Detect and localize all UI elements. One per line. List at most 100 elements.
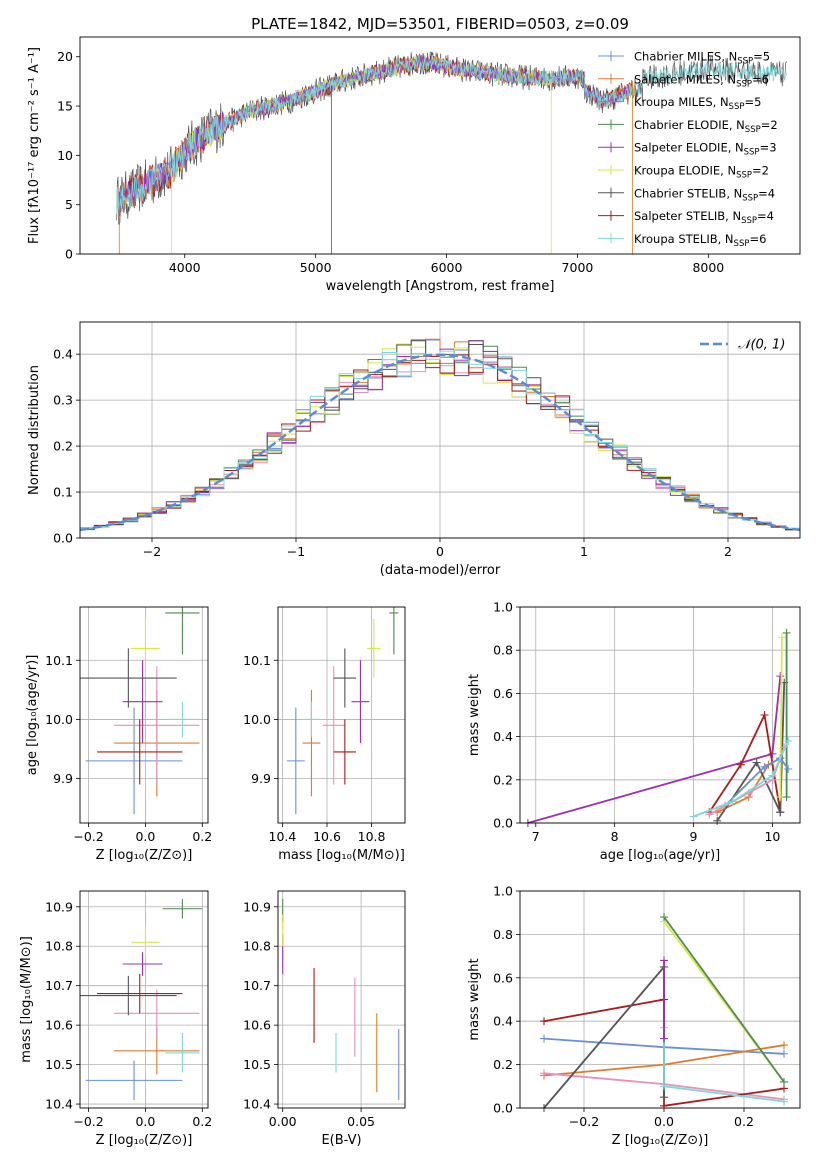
- y-tick-label: 10.6: [243, 1018, 271, 1033]
- legend-label: Chabrier ELODIE, N: [634, 118, 745, 132]
- y-tick-label: 10.7: [45, 978, 73, 993]
- x-axis-label: Z [log₁₀(Z/Z⊙)]: [96, 848, 193, 863]
- x-tick-label: −1: [287, 544, 305, 559]
- legend-label: Salpeter ELODIE, N: [634, 141, 744, 155]
- y-axis-label: Flux [fλ10⁻¹⁷ erg cm⁻² s⁻¹ A⁻¹]: [27, 47, 42, 244]
- x-tick-label: −0.2: [569, 1114, 599, 1129]
- errorbar-point: [122, 952, 163, 976]
- x-tick-label: −0.2: [73, 1114, 103, 1129]
- legend-sub: SSP: [736, 79, 752, 89]
- weight-series-krou_stelib: [693, 740, 790, 818]
- weight-series-chab_elodie: [663, 916, 785, 1083]
- x-tick-label: 0.0: [135, 829, 155, 844]
- x-tick-label: 4000: [169, 260, 201, 275]
- x-tick-label: 7000: [562, 260, 594, 275]
- x-tick-label: 1: [580, 544, 588, 559]
- errorbar-point: [162, 898, 203, 919]
- x-tick-label: 0.0: [654, 1114, 674, 1129]
- errorbar-point: [131, 926, 160, 959]
- legend-label: Kroupa ELODIE, N: [634, 164, 736, 178]
- normal-curve: [80, 353, 800, 532]
- weight-marker: [777, 633, 786, 642]
- y-tick-label: 10: [57, 148, 73, 163]
- legend-suffix: =6: [749, 232, 766, 246]
- y-tick-label: 0.8: [493, 927, 513, 942]
- legend-suffix: =6: [752, 72, 769, 86]
- weight-marker: [540, 1017, 548, 1026]
- legend-suffix: =2: [752, 164, 769, 178]
- errorbar-point: [85, 707, 183, 815]
- legend-label: Salpeter STELIB, N: [634, 209, 741, 223]
- age_vs_Z-axes: −0.2 0.0 0.2 9.9 10.0 10.1: [45, 607, 212, 844]
- weight-series-chab_stelib: [716, 682, 786, 822]
- y-tick-label: 0.3: [53, 393, 73, 408]
- y-tick-label: 10.1: [243, 653, 271, 668]
- y-tick-label: 0.6: [493, 970, 513, 985]
- legend-sub: SSP: [729, 102, 745, 112]
- x-tick-label: 0.0: [135, 1114, 155, 1129]
- legend-sub: SSP: [737, 57, 753, 67]
- y-tick-label: 10.4: [45, 1097, 73, 1112]
- age_vs_Z-frame: [79, 606, 209, 824]
- y-tick-label: 1.0: [493, 884, 513, 899]
- weight-marker: [780, 1049, 788, 1058]
- legend-suffix: =3: [760, 141, 777, 155]
- legend-label: Salpeter MILES, N: [634, 72, 736, 86]
- y-tick-label: 10.9: [243, 899, 271, 914]
- y-tick-label: 0.4: [493, 1014, 513, 1029]
- errorbar-point: [389, 607, 399, 655]
- weight-marker: [776, 672, 785, 681]
- weight-marker: [689, 812, 698, 821]
- y-tick-label: 0.0: [53, 531, 73, 546]
- weight-marker: [705, 810, 714, 819]
- weight-marker: [760, 711, 769, 719]
- spectrum-axes: 4000 5000 6000 7000 8000 0 5 10 15 20: [57, 49, 724, 275]
- y-tick-label: 10.8: [243, 939, 271, 954]
- errorbar-point: [114, 666, 200, 785]
- weight-marker: [784, 765, 793, 773]
- x-tick-label: 10.6: [313, 829, 341, 844]
- chart-title: PLATE=1842, MJD=53501, FIBERID=0503, z=0…: [251, 15, 629, 33]
- weight-marker: [768, 749, 777, 758]
- residuals-axes: −2 −1 0 1 2 0.0 0.1 0.2 0.3 0.4: [53, 322, 800, 559]
- weight-series-extra_pink: [708, 747, 786, 816]
- legend-entry: Kroupa ELODIE, NSSP=2: [634, 164, 769, 181]
- y-axis-label: mass weight: [467, 674, 482, 756]
- legend-sub: SSP: [734, 239, 750, 249]
- y-tick-label: 15: [57, 99, 73, 114]
- x-tick-label: 2: [724, 544, 732, 559]
- weight-marker: [782, 628, 791, 637]
- weight-series-krou_elodie: [779, 637, 783, 798]
- mass_vs_Z-frame: [79, 890, 209, 1109]
- weight-marker: [660, 913, 668, 922]
- weight-series-chab_stelib: [543, 964, 665, 1109]
- y-tick-label: 10.5: [45, 1057, 73, 1072]
- weight-marker: [782, 793, 791, 802]
- weight-marker: [760, 762, 769, 771]
- y-tick-label: 9.9: [53, 771, 73, 786]
- errorbar-point: [302, 701, 321, 738]
- y-tick-label: 0.2: [493, 772, 513, 787]
- legend-entry: Chabrier MILES, NSSP=5: [634, 50, 770, 67]
- weight-marker: [660, 1034, 668, 1043]
- age_vs_mass-axes: 10.4 10.6 10.8 9.9 10.0 10.1: [243, 607, 405, 844]
- x-tick-label: 10.8: [358, 829, 386, 844]
- errorbar-point: [85, 1060, 183, 1101]
- x-axis-label: mass [log₁₀(M/M⊙)]: [278, 848, 405, 863]
- residuals-frame: [79, 321, 801, 539]
- weight-marker: [784, 736, 793, 745]
- errorbar-point: [97, 719, 183, 785]
- legend-suffix: =4: [758, 186, 775, 200]
- y-axis-label: mass [log₁₀(M/M⊙)]: [19, 936, 34, 1063]
- y-tick-label: 10.0: [45, 712, 73, 727]
- legend-suffix: =5: [753, 50, 770, 64]
- y-tick-label: 0.1: [53, 485, 73, 500]
- errorbar-point: [80, 648, 177, 708]
- x-tick-label: 0.00: [269, 1114, 297, 1129]
- weight-marker: [660, 1082, 668, 1091]
- errorbar-point: [97, 973, 183, 1014]
- mass_vs_ebv-axes: 0.00 0.05 10.4 10.5 10.6 10.7 10.8 10.9: [243, 891, 405, 1129]
- weight_vs_age-frame: [519, 606, 801, 824]
